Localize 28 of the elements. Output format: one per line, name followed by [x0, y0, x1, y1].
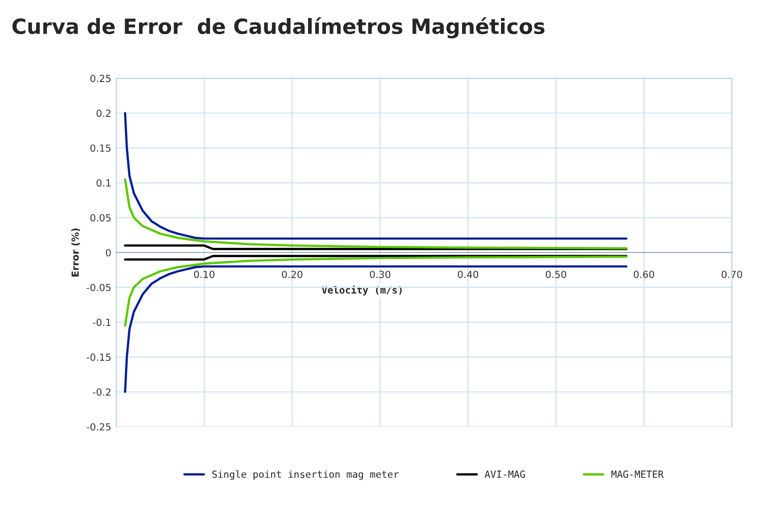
- line-series: [124, 112, 628, 240]
- x-tick-label: 0.10: [194, 270, 214, 278]
- y-tick-label: 0.05: [90, 214, 111, 222]
- x-tick-label: 0.30: [370, 270, 390, 278]
- line-series: [124, 265, 628, 393]
- y-axis-title: Error (%): [71, 228, 80, 276]
- y-tick-label: 0.1: [96, 179, 111, 187]
- y-tick-label: -0.2: [92, 388, 110, 396]
- x-tick-label: 0.50: [546, 270, 566, 278]
- x-tick-label: 0.20: [282, 270, 302, 278]
- y-tick-label: 0.25: [90, 74, 111, 82]
- x-tick-label: 0.40: [458, 270, 478, 278]
- legend-label: MAG-METER: [611, 470, 664, 478]
- legend-label: Single point insertion mag meter: [212, 470, 399, 480]
- y-tick-label: -0.1: [92, 318, 111, 326]
- y-tick-label: -0.25: [86, 423, 111, 431]
- line-series: [124, 178, 628, 250]
- y-tick-label: -0.05: [86, 284, 111, 292]
- legend-label: AVI-MAG: [484, 470, 525, 478]
- y-tick-label: 0.15: [90, 144, 111, 152]
- y-tick-label: 0: [106, 248, 111, 256]
- x-axis-title: Velocity (m/s): [322, 286, 402, 296]
- x-tick-label: 0.60: [634, 270, 654, 278]
- line-series: [124, 256, 628, 327]
- chart-title: Curva de Error de Caudalímetros Magnéticos: [12, 17, 544, 38]
- y-tick-label: -0.15: [86, 354, 111, 361]
- y-tick-label: 0.2: [96, 110, 110, 117]
- x-tick-label: 0.70: [722, 270, 742, 278]
